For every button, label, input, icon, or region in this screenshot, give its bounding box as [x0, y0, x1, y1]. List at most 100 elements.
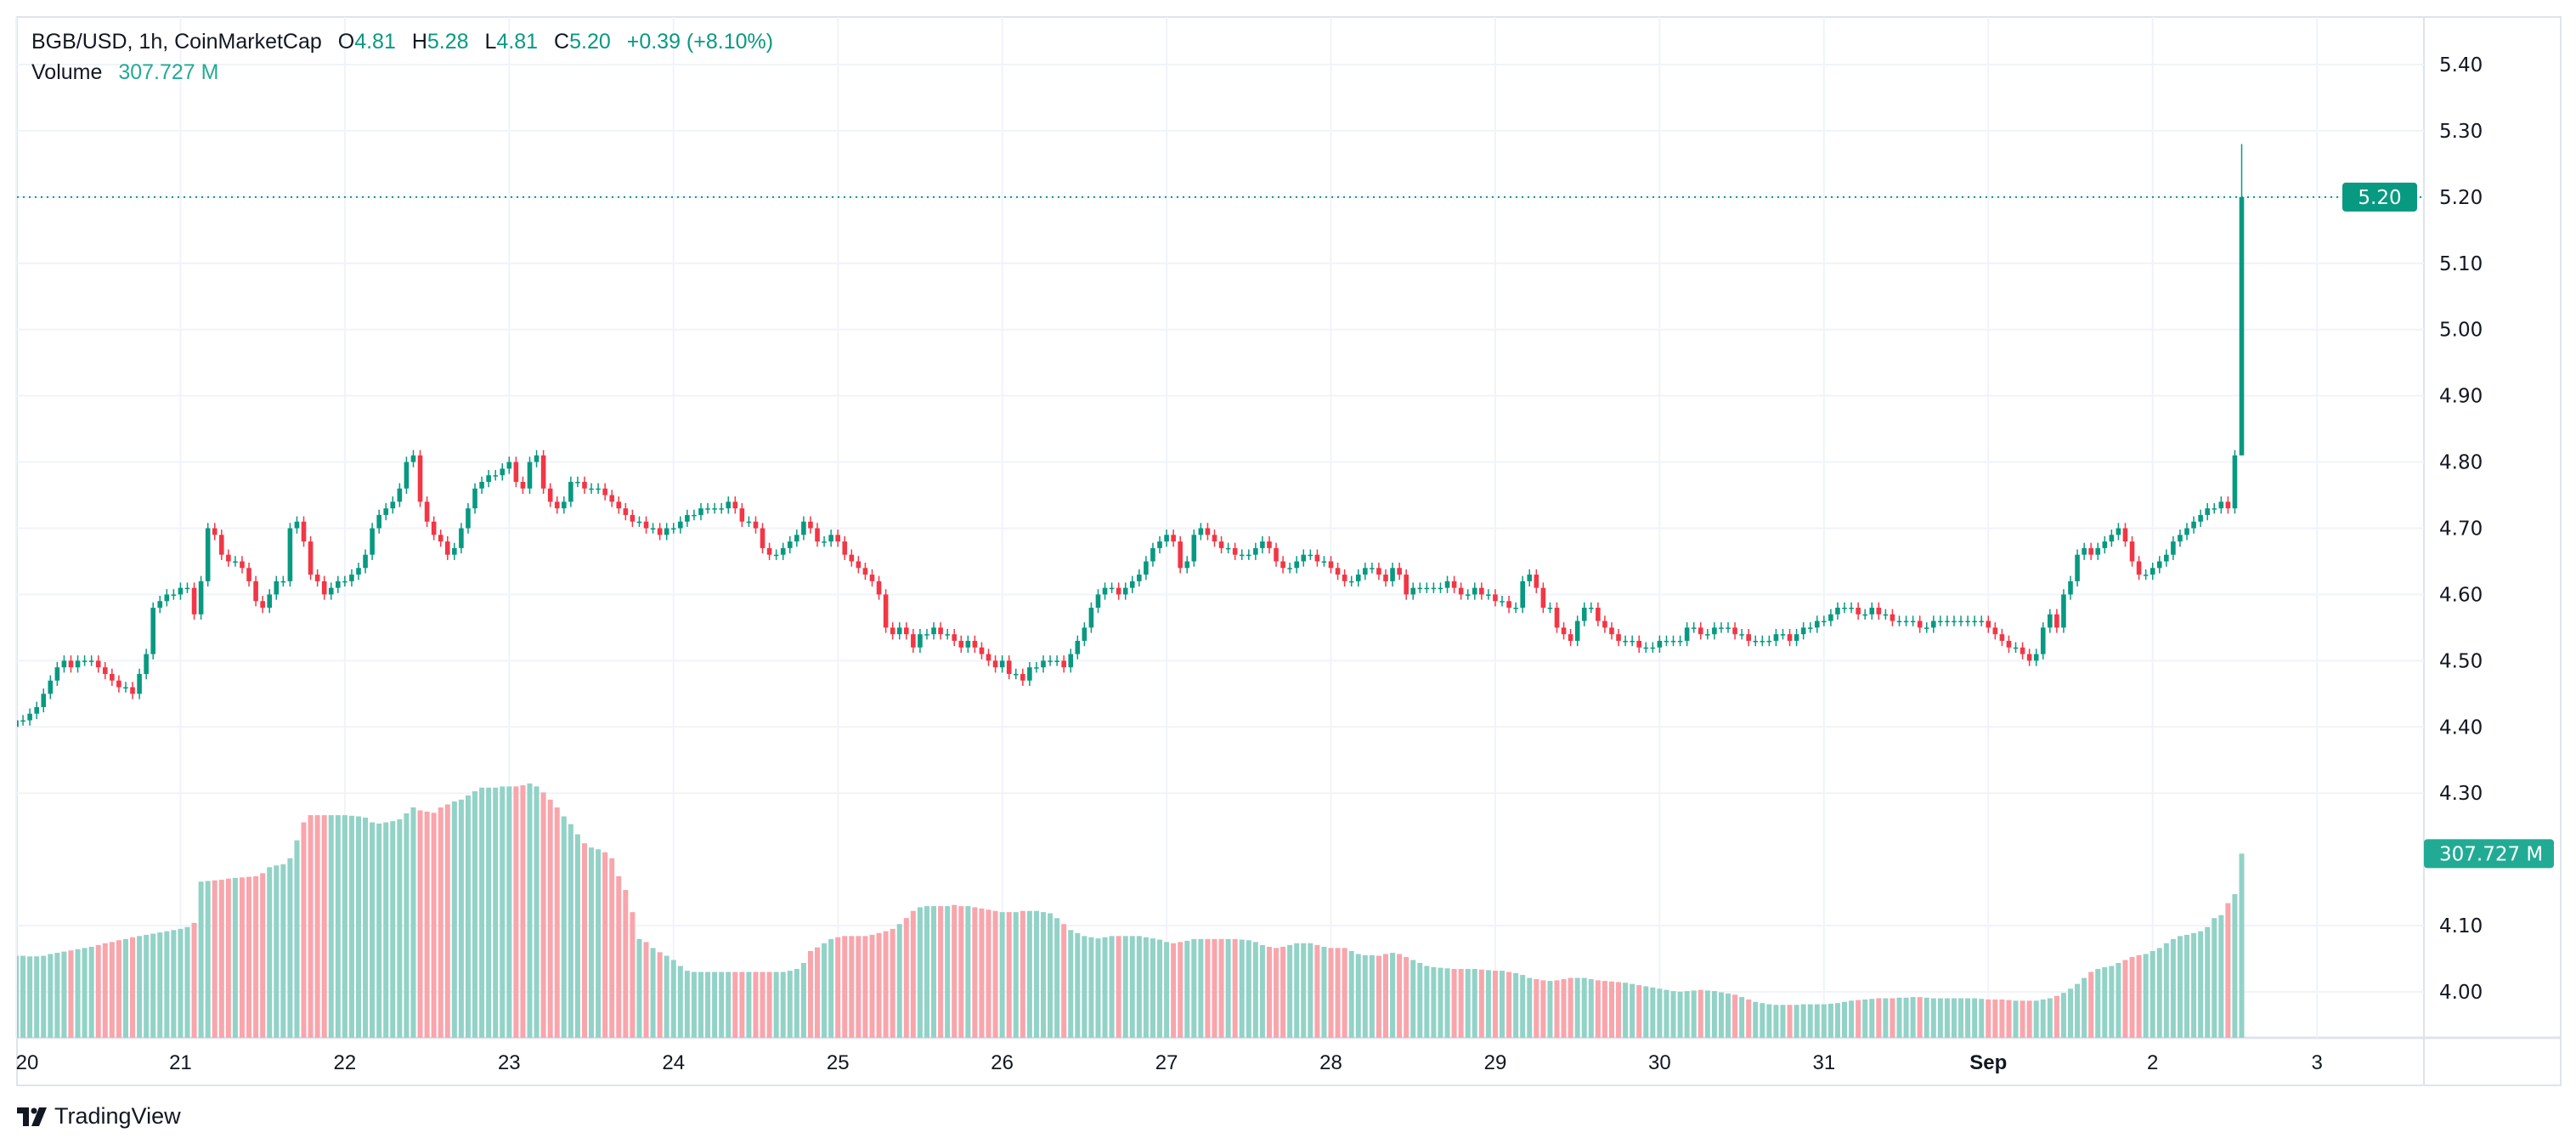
candle-body — [2116, 528, 2121, 535]
candle-body — [760, 528, 765, 548]
volume-bar — [630, 912, 636, 1038]
volume-bar — [842, 936, 848, 1038]
candle-body — [1534, 575, 1539, 588]
volume-bar — [1773, 1005, 1779, 1038]
candle-body — [260, 601, 265, 609]
tradingview-logo[interactable]: TradingView — [17, 1103, 181, 1130]
volume-bar — [807, 950, 813, 1038]
candle-body — [2075, 554, 2080, 581]
volume-bar — [1301, 943, 1307, 1038]
close-label: C — [554, 30, 570, 54]
time-axis[interactable]: 20 21 22 23 24 25 26 27 28 29 30 31 Sep 2 3 — [16, 1051, 2323, 1074]
volume-label: Volume — [31, 60, 103, 84]
candle-body — [205, 528, 211, 581]
volume-bar — [1164, 942, 1170, 1038]
price-tick-label: 4.30 — [2439, 783, 2483, 805]
candle-body — [267, 594, 273, 609]
volume-bar — [739, 971, 745, 1038]
candle-body — [1890, 614, 1895, 621]
volume-bar — [992, 910, 998, 1038]
volume-bar — [849, 936, 855, 1038]
candle-body — [1780, 634, 1786, 636]
volume-bar — [602, 852, 608, 1038]
volume-bar — [1129, 936, 1135, 1038]
candle-body — [1766, 640, 1772, 643]
volume-bar — [800, 963, 806, 1038]
time-tick-label: 27 — [1155, 1051, 1178, 1074]
candle-body — [1198, 528, 1204, 535]
volume-bar — [424, 811, 430, 1038]
volume-bar — [1986, 999, 1991, 1038]
volume-bar — [2040, 999, 2046, 1038]
candle-body — [1129, 580, 1135, 588]
candle-body — [890, 627, 895, 635]
price-tick-label: 5.40 — [2439, 54, 2483, 76]
candle-body — [1061, 660, 1066, 668]
volume-bar — [705, 971, 711, 1038]
candle-body — [321, 580, 327, 595]
volume-bar — [2033, 1000, 2039, 1038]
time-tick-label: 21 — [169, 1051, 192, 1074]
volume-bar — [2013, 1000, 2019, 1038]
volume-bar — [1500, 971, 1505, 1038]
volume-bar — [862, 936, 868, 1038]
volume-bar — [1451, 969, 1457, 1038]
volume-bar — [945, 906, 951, 1038]
candle-body — [952, 634, 958, 641]
volume-bar — [1965, 998, 1971, 1038]
volume-bar — [1376, 955, 1381, 1038]
candle-body — [294, 521, 300, 529]
candle-body — [1253, 547, 1258, 555]
candle-body — [1999, 634, 2005, 641]
candle-body — [1746, 634, 1751, 641]
volume-bar — [1314, 944, 1320, 1038]
candle-body — [1835, 608, 1840, 614]
volume-bar — [370, 822, 376, 1038]
volume-bar — [732, 971, 738, 1038]
candle-body — [1952, 620, 1957, 623]
candle-body — [1807, 627, 1813, 629]
volume-bar — [1657, 988, 1663, 1038]
candle-body — [363, 554, 368, 569]
overlay: 5.20 307.727 M — [17, 182, 2554, 869]
volume-bar — [397, 819, 403, 1038]
candle-body — [1355, 575, 1361, 581]
volume-bar — [2149, 950, 2155, 1038]
volume-bar — [520, 784, 526, 1038]
volume-bar — [1554, 980, 1560, 1038]
candle-body — [1122, 587, 1128, 595]
candle-body — [1520, 580, 1525, 609]
candle-body — [815, 528, 820, 542]
volume-bar — [677, 966, 683, 1038]
candle-body — [424, 501, 430, 522]
volume-bar — [88, 946, 94, 1038]
volume-bar — [1581, 977, 1587, 1038]
candle-body — [692, 514, 697, 517]
volume-bar — [1355, 954, 1361, 1038]
volume-bar — [2129, 956, 2135, 1038]
volume-bar — [301, 822, 307, 1038]
candle-body — [1486, 594, 1491, 596]
volume-bar — [910, 910, 916, 1038]
candle-body — [1506, 601, 1511, 609]
volume-bar — [1520, 975, 1526, 1038]
volume-bar — [410, 807, 416, 1038]
candle-body — [2013, 647, 2019, 649]
volume-bar — [1711, 991, 1717, 1038]
candle-body — [1444, 580, 1450, 588]
volume-bar — [1849, 1000, 1855, 1038]
volume-bar — [581, 843, 587, 1038]
volume-bar — [869, 934, 875, 1038]
candle-body — [630, 514, 636, 522]
volume-bar — [102, 943, 108, 1038]
candle-body — [102, 667, 108, 674]
volume-bar — [2068, 988, 2073, 1038]
candle-body — [1705, 634, 1710, 636]
candle-body — [918, 634, 923, 648]
close-value: 5.20 — [569, 30, 611, 54]
price-axis[interactable]: 5.40 5.30 5.20 5.10 5.00 4.90 4.80 4.70 4.60 4.50… — [2439, 54, 2483, 1004]
candle-body — [856, 561, 861, 569]
candle-body — [61, 660, 67, 668]
candle-body — [404, 462, 410, 489]
